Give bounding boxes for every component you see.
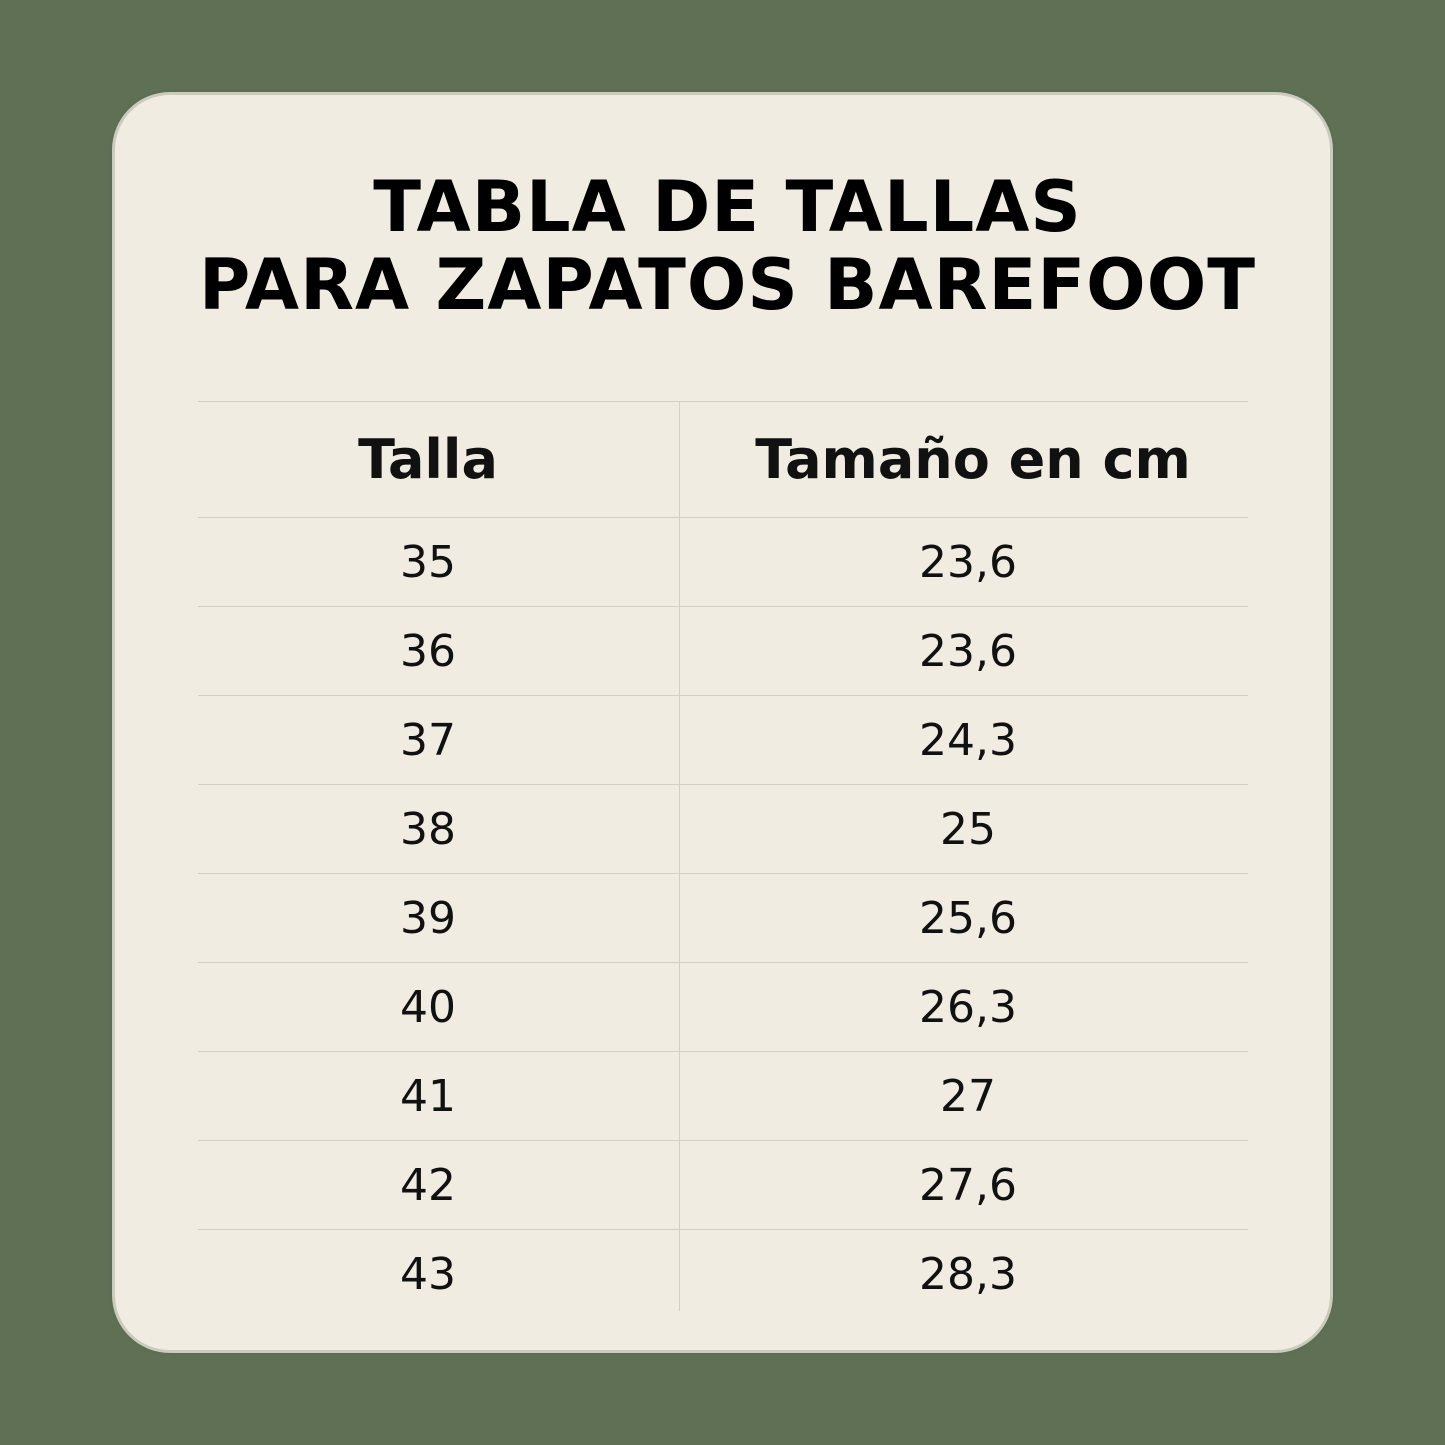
header-cm: Tamaño en cm xyxy=(755,428,1191,491)
length-cell: 23,6 xyxy=(919,625,1017,677)
title-line-1: TABLA DE TALLAS xyxy=(373,166,1082,248)
header-talla: Talla xyxy=(358,428,498,491)
size-cell: 39 xyxy=(400,892,456,944)
size-cell: 36 xyxy=(400,625,456,677)
size-cell: 35 xyxy=(400,536,456,588)
size-cell: 37 xyxy=(400,714,456,766)
column-divider xyxy=(679,401,680,1311)
length-cell: 25 xyxy=(940,803,996,855)
length-cell: 26,3 xyxy=(919,981,1017,1033)
title-line-2: PARA ZAPATOS BAREFOOT xyxy=(199,244,1256,326)
size-cell: 43 xyxy=(400,1248,456,1300)
length-cell: 25,6 xyxy=(919,892,1017,944)
table-row: 39 25,6 xyxy=(198,873,1248,962)
length-cell: 27 xyxy=(940,1070,996,1122)
length-cell: 27,6 xyxy=(919,1159,1017,1211)
page-title: TABLA DE TALLAS PARA ZAPATOS BAREFOOT xyxy=(0,168,1445,324)
table-row: 40 26,3 xyxy=(198,962,1248,1051)
table-row: 43 28,3 xyxy=(198,1229,1248,1318)
length-cell: 23,6 xyxy=(919,536,1017,588)
size-table: Talla Tamaño en cm 35 23,6 36 23,6 37 24,3 38 2… xyxy=(198,401,1248,1318)
table-row: 42 27,6 xyxy=(198,1140,1248,1229)
table-row: 35 23,6 xyxy=(198,517,1248,606)
size-cell: 40 xyxy=(400,981,456,1033)
table-row: 37 24,3 xyxy=(198,695,1248,784)
table-row: 36 23,6 xyxy=(198,606,1248,695)
table-row: 41 27 xyxy=(198,1051,1248,1140)
table-header: Talla Tamaño en cm xyxy=(198,401,1248,517)
size-cell: 42 xyxy=(400,1159,456,1211)
size-cell: 38 xyxy=(400,803,456,855)
size-cell: 41 xyxy=(400,1070,456,1122)
length-cell: 24,3 xyxy=(919,714,1017,766)
length-cell: 28,3 xyxy=(919,1248,1017,1300)
table-row: 38 25 xyxy=(198,784,1248,873)
